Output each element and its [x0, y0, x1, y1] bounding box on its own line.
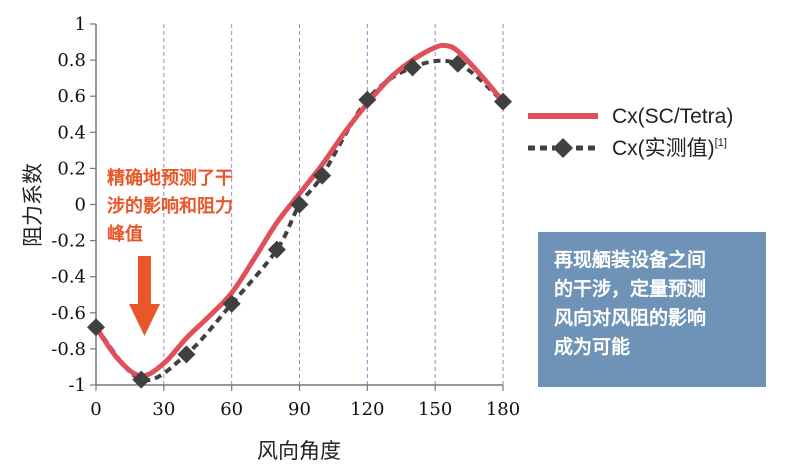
legend-label-measured-text: Cx(实测值)	[612, 137, 715, 160]
legend-label-measured: Cx(实测值)[1]	[612, 137, 727, 160]
info-box-line-3: 风向对风阻的影响	[554, 304, 754, 333]
measured-point-8	[404, 58, 422, 76]
annotation-arrow-head	[129, 304, 160, 336]
x-tick-label-4: 120	[350, 399, 384, 420]
info-box-line-4: 成为可能	[554, 333, 754, 362]
annotation-line-2: 涉的影响和阻力	[107, 195, 233, 217]
y-tick-label-5: 0	[75, 195, 86, 216]
annotation-arrow-shaft	[138, 256, 151, 306]
x-tick-label-5: 150	[418, 399, 452, 420]
y-tick-label-1: 0.8	[57, 50, 86, 71]
y-tick-labels: 1 0.8 0.6 0.4 0.2 0 -0.2 -0.4 -0.6 -0.8 -1	[51, 14, 86, 396]
y-tick-label-10: -1	[68, 375, 86, 396]
x-tick-label-6: 180	[486, 399, 520, 420]
y-tick-label-6: -0.2	[51, 231, 86, 252]
y-tick-label-9: -0.8	[51, 339, 86, 360]
x-tick-labels: 0 30 60 90 120 150 180	[90, 399, 520, 420]
x-tick-label-0: 0	[90, 399, 101, 420]
legend-label-measured-ref: [1]	[715, 137, 727, 149]
y-tick-label-2: 0.6	[57, 86, 86, 107]
x-tick-label-3: 90	[288, 399, 311, 420]
info-box: 再现舾装设备之间 的干涉，定量预测 风向对风阻的影响 成为可能	[538, 232, 766, 387]
legend-marker-measured	[553, 138, 573, 158]
y-axis-label: 阻力系数	[21, 163, 45, 247]
y-tick-label-8: -0.6	[51, 303, 86, 324]
annotation-line-3: 峰值	[107, 223, 143, 245]
annotation-line-1: 精确地预测了干	[107, 167, 233, 189]
info-box-line-1: 再现舾装设备之间	[554, 246, 754, 275]
info-box-line-2: 的干涉，定量预测	[554, 275, 754, 304]
y-tick-label-7: -0.4	[51, 267, 86, 288]
y-tick-label-0: 1	[75, 14, 86, 35]
x-tick-label-2: 60	[220, 399, 243, 420]
legend: Cx(SC/Tetra) Cx(实测值)[1]	[528, 105, 733, 160]
x-axis-label: 风向角度	[257, 439, 341, 463]
legend-label-sc-tetra: Cx(SC/Tetra)	[612, 105, 733, 128]
y-tick-label-3: 0.4	[57, 122, 86, 143]
x-tick-label-1: 30	[152, 399, 175, 420]
y-tick-label-4: 0.2	[57, 158, 86, 179]
